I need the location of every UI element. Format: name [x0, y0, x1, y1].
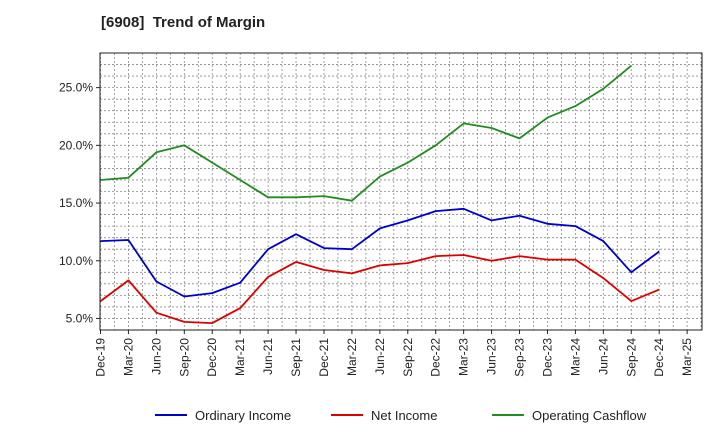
- series-line-ordinary-income: [100, 207, 660, 298]
- chart-title: [6908] Trend of Margin: [101, 14, 266, 31]
- x-tick-label: Jun-23: [485, 338, 499, 375]
- legend-label-ordinary-income: Ordinary Income: [195, 408, 291, 423]
- x-tick-label: Mar-20: [121, 338, 135, 376]
- x-tick-label: Sep-23: [513, 338, 527, 377]
- legend-label-net-income: Net Income: [371, 408, 437, 423]
- y-tick-label: 10.0%: [59, 254, 93, 268]
- x-tick-label: Mar-24: [568, 338, 582, 376]
- x-tick-label: Jun-21: [261, 338, 275, 375]
- y-tick-label: 15.0%: [59, 196, 93, 210]
- x-tick-label: Dec-21: [317, 338, 331, 377]
- y-tick-label: 5.0%: [66, 311, 94, 325]
- x-tick-label: Mar-25: [680, 338, 694, 376]
- y-tick-label: 25.0%: [59, 81, 93, 95]
- grid: [100, 53, 702, 330]
- plot-frame: [99, 52, 703, 331]
- x-tick-label: Sep-20: [177, 338, 191, 377]
- x-tick-label: Dec-22: [429, 338, 443, 377]
- y-axis: 5.0% 10.0% 15.0% 20.0% 25.0%: [59, 81, 100, 325]
- x-tick-label: Dec-24: [652, 338, 666, 377]
- x-tick-label: Jun-20: [149, 338, 163, 375]
- x-tick-label: Dec-23: [540, 338, 554, 377]
- x-tick-label: Dec-20: [205, 338, 219, 377]
- x-tick-label: Mar-21: [233, 338, 247, 376]
- x-tick-label: Sep-21: [289, 338, 303, 377]
- x-tick-label: Jun-22: [373, 338, 387, 375]
- x-tick-label: Sep-22: [401, 338, 415, 377]
- x-axis: Dec-19 Mar-20 Jun-20 Sep-20 Dec-20 Mar-21 Jun-…: [94, 330, 694, 377]
- legend-label-operating-cashflow: Operating Cashflow: [532, 408, 647, 423]
- series-lines: [99, 65, 660, 325]
- series-line-operating-cashflow: [100, 65, 632, 202]
- x-tick-label: Jun-24: [596, 338, 610, 375]
- legend: Ordinary Income Net Income Operating Cashf…: [155, 408, 647, 423]
- x-tick-label: Dec-19: [94, 338, 108, 377]
- x-tick-label: Sep-24: [624, 338, 638, 377]
- series-line-net-income: [99, 254, 660, 325]
- y-tick-label: 20.0%: [59, 138, 93, 152]
- x-tick-label: Mar-23: [457, 338, 471, 376]
- x-tick-label: Mar-22: [345, 338, 359, 376]
